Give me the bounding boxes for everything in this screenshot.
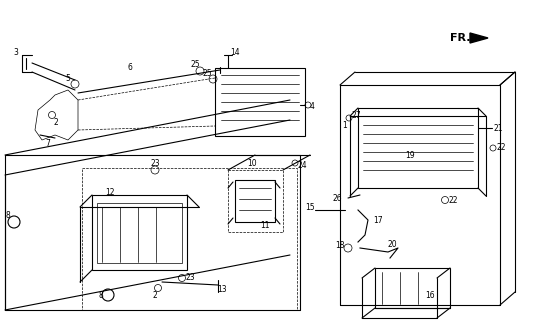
Polygon shape (470, 33, 488, 43)
Text: 5: 5 (66, 74, 70, 83)
Text: 8: 8 (6, 211, 10, 220)
Text: 24: 24 (297, 161, 307, 170)
Text: 8: 8 (99, 291, 104, 300)
Text: 14: 14 (230, 47, 240, 57)
Text: 21: 21 (493, 124, 502, 132)
Text: 6: 6 (128, 62, 132, 71)
Bar (235, 180, 275, 222)
Text: 7: 7 (45, 139, 50, 148)
Text: 25: 25 (190, 60, 200, 68)
Text: 2: 2 (153, 292, 158, 300)
Bar (215, 68, 305, 136)
Text: 18: 18 (335, 241, 345, 250)
Text: 17: 17 (373, 215, 383, 225)
Text: 25: 25 (202, 68, 212, 77)
Text: 26: 26 (332, 194, 342, 203)
Bar (358, 108, 478, 188)
Text: 11: 11 (260, 220, 270, 229)
Bar (97, 203, 182, 263)
Text: 23: 23 (185, 274, 195, 283)
Bar (228, 170, 283, 232)
Text: 22: 22 (496, 142, 506, 151)
Text: 27: 27 (351, 110, 361, 119)
Text: 4: 4 (310, 101, 315, 110)
Text: FR.: FR. (450, 33, 470, 43)
Text: 2: 2 (53, 117, 58, 126)
Text: 23: 23 (150, 158, 160, 167)
Text: 15: 15 (305, 203, 315, 212)
Text: 20: 20 (387, 239, 397, 249)
Bar (375, 268, 450, 308)
Text: 16: 16 (425, 292, 435, 300)
Text: 19: 19 (405, 150, 415, 159)
Text: 10: 10 (247, 158, 257, 167)
Text: 22: 22 (448, 196, 458, 204)
Bar (82, 168, 297, 310)
Text: 12: 12 (105, 188, 115, 196)
Text: 1: 1 (343, 121, 348, 130)
Text: 13: 13 (217, 284, 227, 293)
Text: 3: 3 (13, 47, 19, 57)
Bar (92, 195, 187, 270)
